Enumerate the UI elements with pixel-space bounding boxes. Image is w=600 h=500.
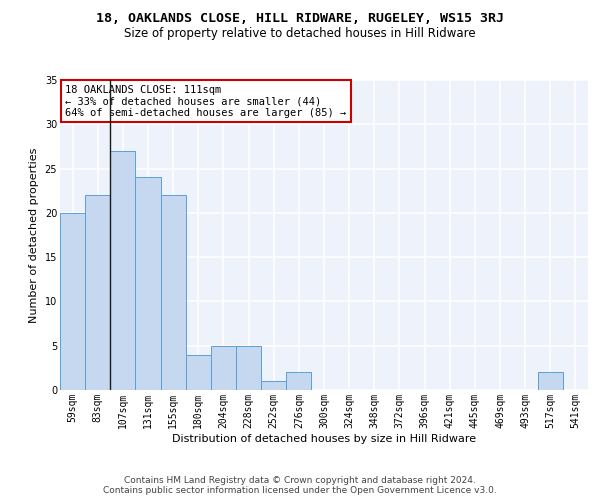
Text: 18, OAKLANDS CLOSE, HILL RIDWARE, RUGELEY, WS15 3RJ: 18, OAKLANDS CLOSE, HILL RIDWARE, RUGELE… (96, 12, 504, 26)
Bar (136, 178, 161, 390)
Bar (110, 151, 136, 390)
Text: Size of property relative to detached houses in Hill Ridware: Size of property relative to detached ho… (124, 28, 476, 40)
Bar (538, 372, 563, 390)
Text: 18 OAKLANDS CLOSE: 111sqm
← 33% of detached houses are smaller (44)
64% of semi-: 18 OAKLANDS CLOSE: 111sqm ← 33% of detac… (65, 84, 347, 118)
Bar (60, 213, 85, 390)
Y-axis label: Number of detached properties: Number of detached properties (29, 148, 39, 322)
Bar (211, 346, 236, 390)
Bar (261, 381, 286, 390)
X-axis label: Distribution of detached houses by size in Hill Ridware: Distribution of detached houses by size … (172, 434, 476, 444)
Bar (236, 346, 261, 390)
Bar (186, 354, 211, 390)
Text: Contains HM Land Registry data © Crown copyright and database right 2024.
Contai: Contains HM Land Registry data © Crown c… (103, 476, 497, 495)
Bar (161, 195, 186, 390)
Bar (85, 195, 110, 390)
Bar (286, 372, 311, 390)
